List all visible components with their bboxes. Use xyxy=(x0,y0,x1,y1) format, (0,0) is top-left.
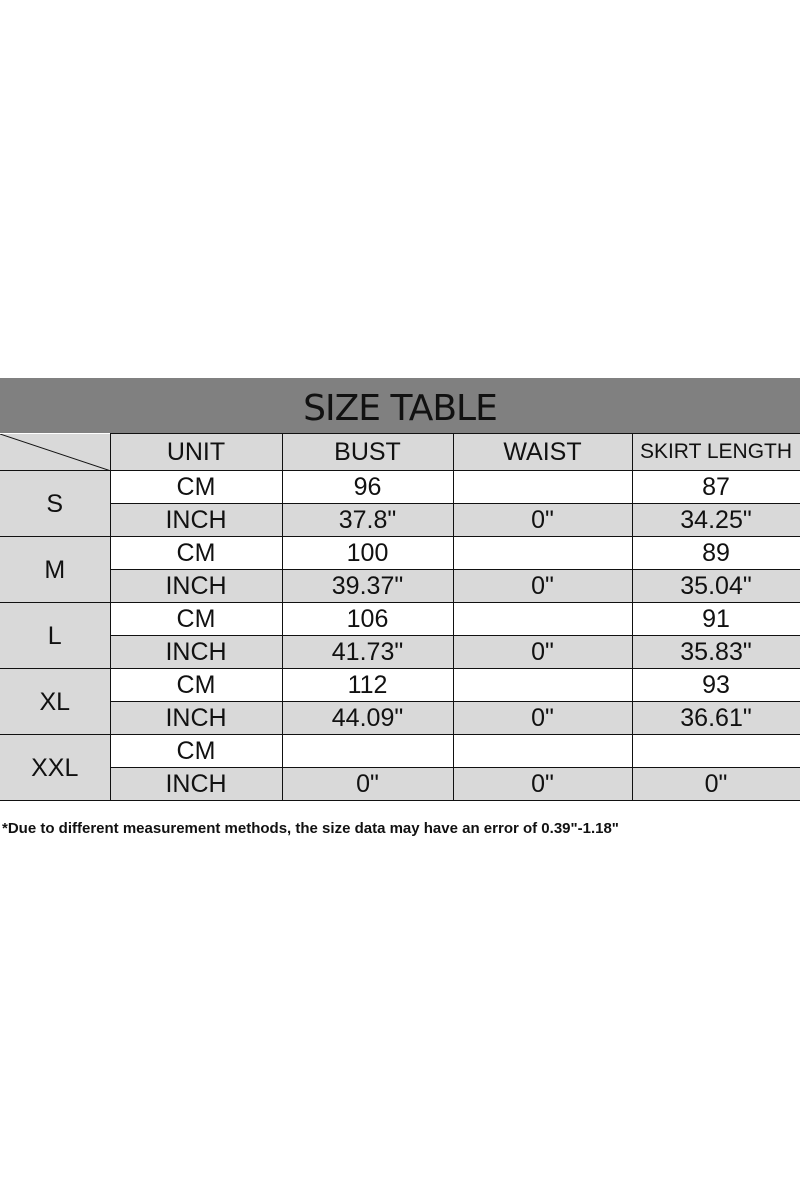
unit-cell: CM xyxy=(109,536,283,570)
footnote: *Due to different measurement methods, t… xyxy=(2,820,619,837)
header-bust: BUST xyxy=(281,433,454,471)
size-label: M xyxy=(0,536,111,603)
waist-cell xyxy=(452,536,633,570)
waist-cell: 0" xyxy=(452,503,633,537)
unit-cell: CM xyxy=(109,470,283,504)
table-row: XL CM 112 93 xyxy=(0,668,800,735)
skirt-length-cell: 89 xyxy=(631,536,800,570)
waist-cell xyxy=(452,668,633,702)
skirt-length-cell: 93 xyxy=(631,668,800,702)
table-row: S CM 96 87 xyxy=(0,470,800,537)
header-waist: WAIST xyxy=(452,433,633,471)
waist-cell: 0" xyxy=(452,701,633,735)
skirt-length-cell: 0" xyxy=(631,767,800,801)
bust-cell: 39.37" xyxy=(281,569,454,603)
bust-cell: 106 xyxy=(281,602,454,636)
size-table: UNIT BUST WAIST SKIRT LENGTH S CM 96 87 INCH… xyxy=(0,433,800,801)
table-row: INCH 39.37" 0" 35.04" xyxy=(0,569,800,603)
unit-cell: INCH xyxy=(109,701,283,735)
unit-cell: INCH xyxy=(109,635,283,669)
waist-cell xyxy=(452,602,633,636)
bust-cell: 96 xyxy=(281,470,454,504)
table-title: SIZE TABLE xyxy=(0,378,800,433)
waist-cell: 0" xyxy=(452,767,633,801)
size-label: XXL xyxy=(0,734,111,801)
table-row: INCH 41.73" 0" 35.83" xyxy=(0,635,800,669)
skirt-length-cell: 87 xyxy=(631,470,800,504)
bust-cell: 41.73" xyxy=(281,635,454,669)
skirt-length-cell xyxy=(631,734,800,768)
skirt-length-cell: 36.61" xyxy=(631,701,800,735)
table-row: L CM 106 91 xyxy=(0,602,800,669)
unit-cell: INCH xyxy=(109,569,283,603)
skirt-length-cell: 34.25" xyxy=(631,503,800,537)
size-label: L xyxy=(0,602,111,669)
waist-cell xyxy=(452,734,633,768)
waist-cell: 0" xyxy=(452,569,633,603)
table-row: INCH 44.09" 0" 36.61" xyxy=(0,701,800,735)
size-label: S xyxy=(0,470,111,537)
table-row: XXL CM xyxy=(0,734,800,801)
unit-cell: CM xyxy=(109,734,283,768)
skirt-length-cell: 35.83" xyxy=(631,635,800,669)
bust-cell: 112 xyxy=(281,668,454,702)
header-skirt-length: SKIRT LENGTH xyxy=(631,433,800,471)
bust-cell: 0" xyxy=(281,767,454,801)
bust-cell: 44.09" xyxy=(281,701,454,735)
skirt-length-cell: 35.04" xyxy=(631,569,800,603)
unit-cell: CM xyxy=(109,668,283,702)
unit-cell: INCH xyxy=(109,503,283,537)
header-row: UNIT BUST WAIST SKIRT LENGTH xyxy=(0,433,800,471)
waist-cell xyxy=(452,470,633,504)
corner-cell xyxy=(0,433,111,471)
waist-cell: 0" xyxy=(452,635,633,669)
bust-cell: 37.8" xyxy=(281,503,454,537)
bust-cell: 100 xyxy=(281,536,454,570)
table-row: INCH 0" 0" 0" xyxy=(0,767,800,801)
skirt-length-cell: 91 xyxy=(631,602,800,636)
unit-cell: CM xyxy=(109,602,283,636)
header-unit: UNIT xyxy=(109,433,283,471)
table-row: M CM 100 89 xyxy=(0,536,800,603)
unit-cell: INCH xyxy=(109,767,283,801)
bust-cell xyxy=(281,734,454,768)
diagonal-line-icon xyxy=(0,433,109,470)
size-label: XL xyxy=(0,668,111,735)
table-row: INCH 37.8" 0" 34.25" xyxy=(0,503,800,537)
